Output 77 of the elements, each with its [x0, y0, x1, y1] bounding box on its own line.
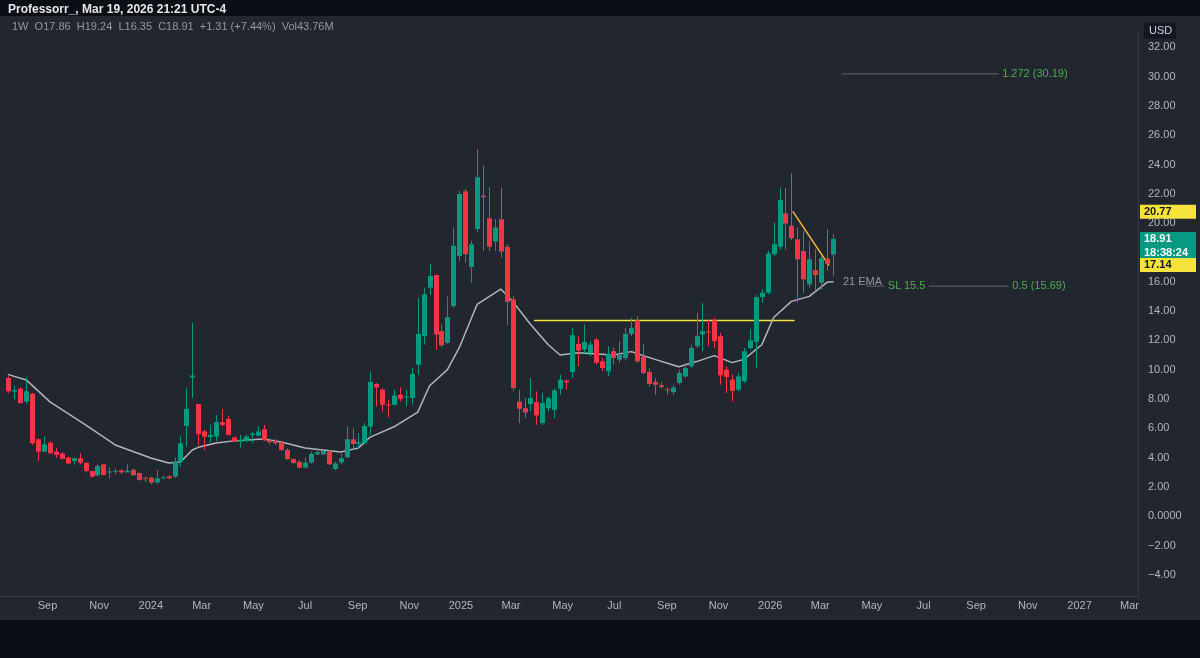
- candlestick: [695, 312, 700, 349]
- x-tick-label: Mar: [501, 599, 521, 612]
- x-tick-label: Jul: [607, 599, 622, 612]
- series-label: 21 EMA: [842, 274, 883, 287]
- candlestick: [558, 374, 563, 396]
- x-tick-label: 2024: [138, 599, 164, 612]
- y-tick-label: 6.00: [1148, 421, 1170, 434]
- annotation: SL 15.5: [887, 279, 926, 292]
- y-tick-label: 8.00: [1148, 391, 1170, 404]
- y-tick-label: 2.00: [1148, 479, 1170, 492]
- text: 17.14: [1144, 258, 1173, 271]
- y-tick-label: 16.00: [1148, 274, 1176, 287]
- text: 20.77: [1144, 204, 1172, 217]
- candlestick: [689, 344, 694, 369]
- y-axis-title: USD: [1149, 23, 1173, 36]
- candlestick: [576, 335, 581, 367]
- chart-title: Professorr_, Mar 19, 2026 21:21 UTC-4: [8, 2, 227, 16]
- candlestick: [730, 374, 735, 402]
- y-tick-label: 12.00: [1148, 333, 1176, 346]
- candlestick: [629, 317, 634, 337]
- candlestick: [428, 263, 433, 296]
- x-tick-label: Mar: [810, 599, 831, 612]
- candlestick: [178, 436, 183, 468]
- candlestick: [783, 187, 788, 250]
- y-tick-label: 30.00: [1148, 69, 1176, 82]
- annotation: 1.272 (30.19): [1002, 66, 1068, 79]
- candlestick: [173, 457, 178, 479]
- candlestick: [107, 466, 112, 479]
- candlestick: [345, 426, 350, 459]
- x-tick-label: 2027: [1067, 599, 1092, 612]
- x-tick-label: Mar: [1120, 599, 1140, 612]
- candlestick: [831, 233, 836, 278]
- y-tick-label: 4.00: [1148, 450, 1170, 463]
- y-tick-label: 0.0000: [1148, 509, 1182, 522]
- x-tick-label: Nov: [708, 599, 729, 612]
- x-tick-label: May: [552, 599, 574, 612]
- candlestick: [813, 248, 818, 292]
- text: 18.91: [1144, 232, 1172, 245]
- candlestick: [528, 377, 533, 412]
- candlestick: [24, 376, 29, 405]
- x-tick-label: Sep: [966, 599, 986, 612]
- x-tick-label: Sep: [347, 599, 368, 612]
- x-tick-label: May: [242, 599, 265, 612]
- y-tick-label: 20.00: [1148, 216, 1176, 229]
- candlestick: [606, 345, 611, 377]
- y-tick-label: 32.00: [1148, 40, 1176, 53]
- x-tick-label: May: [861, 599, 883, 612]
- y-tick-label: −2.00: [1148, 538, 1176, 551]
- candlestick: [351, 427, 356, 451]
- x-tick-label: Mar: [192, 599, 212, 612]
- x-tick-label: Jul: [916, 599, 931, 612]
- candlestick: [380, 387, 385, 412]
- candlestick: [665, 386, 670, 396]
- text: 18:38:24: [1144, 246, 1189, 259]
- x-tick-label: Sep: [657, 599, 677, 612]
- x-tick-label: Nov: [89, 599, 110, 612]
- chart-subtitle: 1W O17.86 H19.24 L16.35 C18.91 +1.31 (+7.44%) Vol43.76M: [12, 20, 334, 32]
- x-tick-label: 2026: [758, 599, 783, 612]
- y-tick-label: 24.00: [1148, 157, 1176, 170]
- y-tick-label: 28.00: [1148, 98, 1176, 111]
- candlestick: [825, 228, 830, 272]
- y-tick-label: 14.00: [1148, 304, 1176, 317]
- candlestick: [184, 387, 189, 448]
- candlestick: [493, 218, 498, 252]
- x-tick-label: Nov: [399, 599, 420, 612]
- y-tick-label: 26.00: [1148, 128, 1176, 141]
- candlestick: [534, 390, 539, 426]
- y-tick-label: −4.00: [1148, 567, 1176, 580]
- annotation: 0.5 (15.69): [1012, 279, 1066, 292]
- candlestick: [789, 172, 794, 241]
- x-tick-label: Jul: [298, 599, 313, 612]
- y-tick-label: 22.00: [1148, 186, 1176, 199]
- candlestick: [469, 240, 474, 284]
- x-tick-label: Nov: [1018, 599, 1039, 612]
- y-tick-label: 10.00: [1148, 362, 1176, 375]
- x-tick-label: 2025: [448, 599, 474, 612]
- x-tick-label: Sep: [37, 599, 58, 612]
